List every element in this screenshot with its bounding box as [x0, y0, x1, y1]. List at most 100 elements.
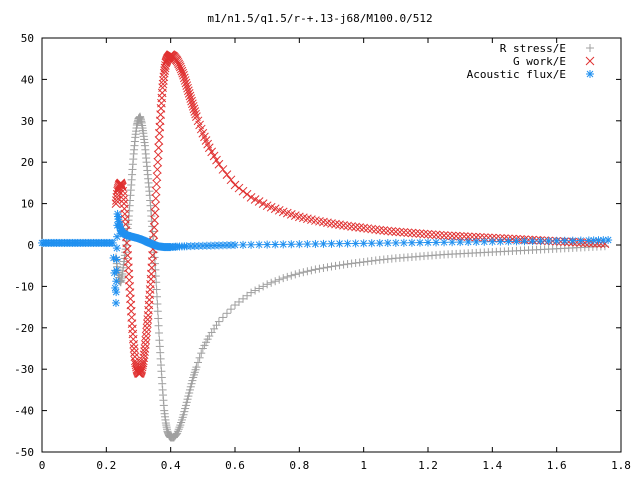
data-point: [154, 321, 163, 330]
data-point: [399, 238, 408, 247]
data-point: [560, 236, 569, 245]
legend-marker: [586, 44, 594, 52]
data-point: [152, 172, 162, 182]
data-point: [151, 201, 160, 211]
data-point: [173, 429, 182, 438]
data-point: [267, 278, 276, 287]
legend-label: Acoustic flux/E: [467, 68, 566, 81]
data-point: [548, 236, 557, 246]
data-point: [112, 255, 121, 264]
data-point: [255, 284, 264, 293]
data-point: [520, 237, 529, 246]
data-point: [204, 143, 214, 153]
chart-title: m1/n1.5/q1.5/r-+.13-j68/M100.0/512: [207, 12, 432, 25]
data-point: [343, 239, 352, 248]
data-point: [222, 170, 232, 179]
data-point: [431, 230, 441, 240]
data-point: [319, 263, 328, 272]
data-point: [447, 231, 457, 241]
data-point: [311, 265, 320, 274]
data-point: [192, 363, 201, 372]
data-point: [480, 237, 489, 246]
data-point: [367, 256, 376, 265]
data-point: [488, 237, 497, 246]
data-point: [456, 238, 465, 247]
y-tick-label: -30: [14, 363, 34, 376]
data-point: [140, 344, 150, 353]
y-tick-label: 10: [21, 198, 34, 211]
data-point: [347, 259, 356, 268]
data-point: [391, 227, 401, 237]
y-tick-label: -10: [14, 280, 34, 293]
data-point: [568, 236, 577, 245]
data-point: [118, 182, 127, 192]
data-point: [604, 236, 613, 245]
data-point: [111, 298, 120, 307]
data-point: [335, 239, 344, 248]
data-point: [339, 260, 348, 269]
y-tick-label: -50: [14, 446, 34, 459]
data-point: [231, 241, 239, 249]
data-point: [403, 228, 413, 238]
data-point: [242, 189, 252, 199]
data-point: [407, 238, 416, 247]
data-point: [188, 99, 197, 109]
data-point: [195, 353, 204, 362]
data-point: [112, 244, 121, 253]
data-point: [415, 229, 425, 238]
data-point: [479, 233, 489, 242]
data-point: [178, 68, 188, 78]
data-point: [299, 268, 308, 277]
data-point: [432, 238, 441, 247]
data-point: [154, 314, 163, 323]
data-point: [154, 136, 164, 145]
y-tick-label: 30: [21, 115, 34, 128]
data-point: [335, 261, 344, 270]
data-point: [327, 262, 336, 271]
data-point: [295, 269, 304, 278]
data-point: [243, 291, 252, 300]
x-tick-label: 1.6: [547, 459, 567, 472]
data-point: [355, 223, 364, 232]
data-point: [197, 349, 206, 358]
data-point: [235, 297, 244, 306]
axis-tick-labels: 0 0.2 0.4 0.6 0.8 1 1.2 1.4 1.6 1.8 -50 -40 -30 -20 -1…: [14, 32, 631, 472]
data-point: [451, 231, 461, 241]
data-point: [174, 425, 183, 434]
data-point: [181, 78, 191, 88]
data-point: [247, 288, 256, 297]
data-point: [171, 431, 180, 440]
y-tick-label: 40: [21, 73, 34, 86]
data-point: [351, 222, 360, 232]
data-point: [183, 83, 192, 93]
data-point: [307, 266, 316, 275]
data-point: [191, 109, 200, 119]
data-point: [179, 70, 188, 80]
data-point: [379, 226, 389, 235]
data-point: [459, 232, 469, 241]
data-point: [271, 277, 280, 286]
data-point: [279, 274, 288, 283]
data-point: [315, 264, 324, 273]
data-point: [576, 236, 585, 245]
data-point: [427, 230, 437, 239]
data-point: [363, 257, 372, 266]
data-point: [424, 238, 432, 247]
data-point: [319, 239, 328, 248]
legend-marker: [586, 70, 594, 78]
data-point: [207, 147, 217, 157]
data-point: [464, 237, 473, 246]
data-point: [158, 83, 167, 93]
data-point: [226, 175, 236, 185]
data-point: [130, 348, 139, 357]
data-point: [343, 260, 352, 269]
x-tick-label: 0.2: [96, 459, 116, 472]
data-point: [151, 186, 161, 196]
data-point: [113, 232, 122, 241]
x-tick-label: 1.2: [418, 459, 438, 472]
data-point: [536, 237, 545, 246]
data-point: [129, 344, 139, 353]
data-point: [263, 240, 272, 249]
data-point: [150, 208, 160, 218]
data-point: [239, 240, 248, 249]
